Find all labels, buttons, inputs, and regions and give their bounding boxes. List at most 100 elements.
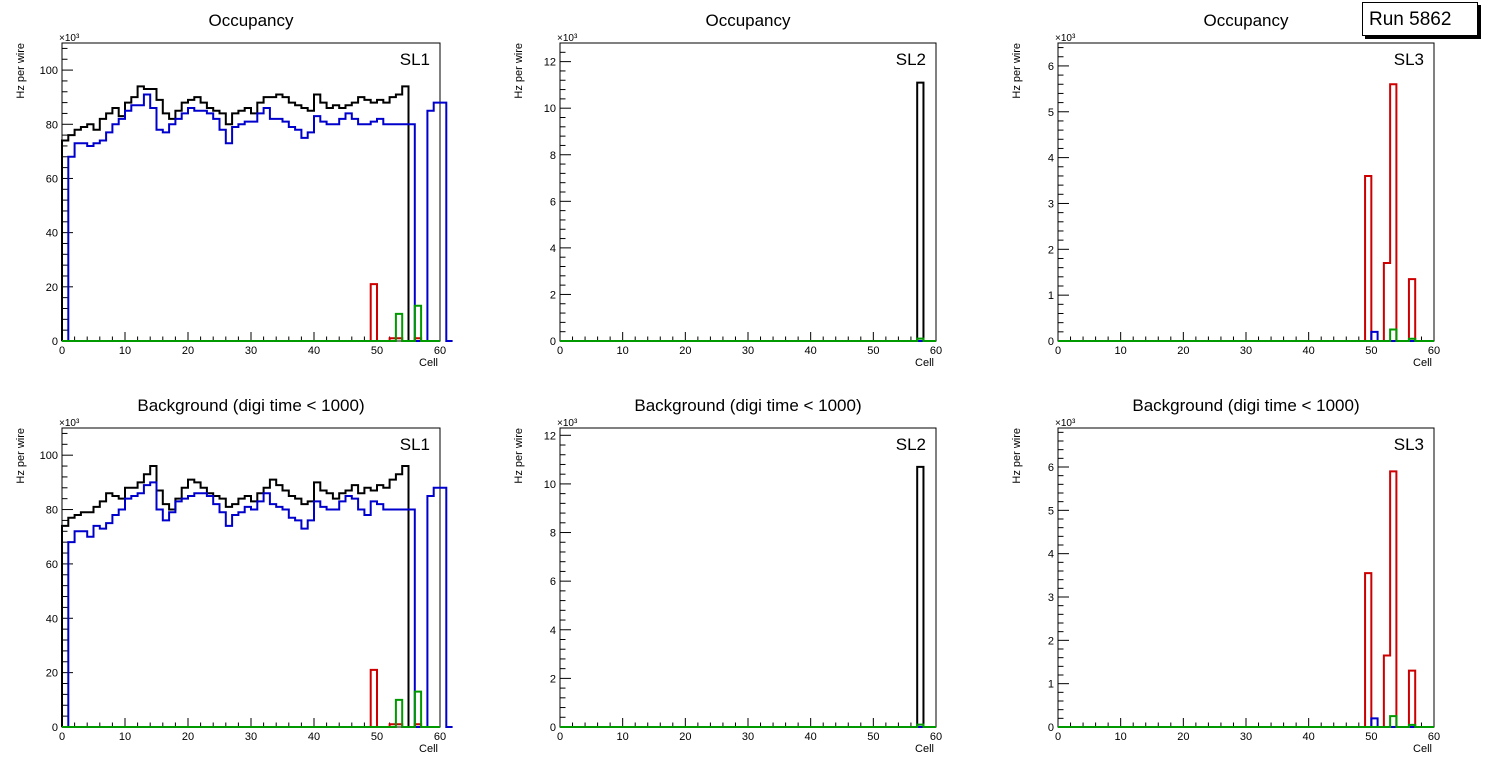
y-tick-label: 6 bbox=[1048, 462, 1054, 474]
histogram-series-layer-green bbox=[560, 337, 936, 342]
y-axis-label: Hz per wire bbox=[513, 428, 525, 484]
x-tick-label: 50 bbox=[1365, 731, 1377, 743]
y-tick-label: 2 bbox=[1048, 635, 1054, 647]
histogram-series-layer-blue bbox=[62, 93, 453, 342]
y-axis-label: Hz per wire bbox=[513, 43, 525, 99]
y-axis-label: Hz per wire bbox=[1011, 428, 1023, 484]
superlayer-label: SL2 bbox=[896, 50, 926, 69]
histogram-panel-5: Background (digi time < 1000)0 10 20 30 40 50… bbox=[513, 396, 942, 755]
y-tick-label: 100 bbox=[40, 450, 58, 462]
histogram-series-layer-red bbox=[1058, 470, 1434, 728]
y-tick-label: 0 bbox=[1048, 336, 1054, 348]
x-tick-label: 30 bbox=[245, 345, 257, 357]
y-tick-label: 2 bbox=[550, 289, 556, 301]
y-tick-label: 5 bbox=[1048, 505, 1054, 517]
histogram-series-layer-red bbox=[1058, 83, 1434, 342]
x-tick-label: 40 bbox=[805, 731, 817, 743]
histogram-panel-6: Background (digi time < 1000)0 10 20 30 40 50… bbox=[1011, 396, 1440, 755]
y-exponent-label: ×10³ bbox=[557, 418, 578, 429]
histogram-series-layer-green bbox=[62, 304, 440, 342]
x-tick-label: 20 bbox=[182, 731, 194, 743]
y-tick-label: 4 bbox=[1048, 549, 1054, 561]
x-tick-label: 30 bbox=[742, 345, 754, 357]
y-tick-label: 40 bbox=[46, 613, 58, 625]
chart-title: Occupancy bbox=[208, 11, 294, 30]
x-tick-label: 30 bbox=[1240, 731, 1252, 743]
x-tick-label: 50 bbox=[867, 345, 879, 357]
superlayer-label: SL1 bbox=[400, 435, 430, 454]
y-tick-label: 12 bbox=[544, 430, 556, 442]
x-tick-label: 30 bbox=[245, 731, 257, 743]
histogram-panel-1: Occupancy 0 10 20 30 40 50 60 0 20 40 60 80 100 ×10³ Ce… bbox=[15, 11, 453, 369]
plot-frame bbox=[1057, 427, 1435, 728]
y-exponent-label: ×10³ bbox=[557, 33, 578, 44]
x-tick-label: 0 bbox=[1055, 731, 1061, 743]
y-tick-label: 20 bbox=[46, 668, 58, 680]
y-tick-label: 5 bbox=[1048, 107, 1054, 119]
histogram-series-total bbox=[61, 465, 410, 727]
x-tick-label: 40 bbox=[1303, 345, 1315, 357]
x-tick-label: 60 bbox=[434, 345, 446, 357]
y-tick-label: 0 bbox=[550, 722, 556, 734]
histogram-series-layer-green bbox=[1058, 715, 1434, 728]
x-tick-label: 50 bbox=[371, 731, 383, 743]
histogram-panel-3: Occupancy 0 10 20 30 40 50 60 0 1 2 3 4 5 6 ×10³ Cell Hz … bbox=[1011, 11, 1440, 369]
plot-frame bbox=[61, 427, 441, 728]
x-tick-label: 20 bbox=[182, 345, 194, 357]
histogram-series-layer-green bbox=[560, 723, 936, 728]
histogram-series-total bbox=[560, 81, 936, 342]
x-tick-label: 20 bbox=[1177, 345, 1189, 357]
histogram-panel-4: Background (digi time < 1000) 0 10 20 30 40 50… bbox=[15, 396, 453, 755]
y-tick-label: 0 bbox=[52, 336, 58, 348]
x-axis-label: Cell bbox=[1413, 743, 1432, 755]
x-tick-label: 0 bbox=[1055, 345, 1061, 357]
x-tick-label: 60 bbox=[930, 731, 942, 743]
y-tick-label: 80 bbox=[46, 505, 58, 517]
y-tick-label: 0 bbox=[1048, 722, 1054, 734]
x-tick-label: 10 bbox=[119, 345, 131, 357]
chart-title: Occupancy bbox=[705, 11, 791, 30]
y-axis-label: Hz per wire bbox=[15, 428, 27, 484]
y-tick-label: 8 bbox=[550, 150, 556, 162]
y-tick-label: 80 bbox=[46, 119, 58, 131]
x-tick-label: 50 bbox=[867, 731, 879, 743]
y-tick-label: 3 bbox=[1048, 592, 1054, 604]
plot-frame bbox=[61, 42, 441, 342]
y-tick-label: 4 bbox=[1048, 153, 1054, 165]
histogram-series-layer-blue bbox=[62, 481, 453, 728]
x-tick-label: 20 bbox=[1177, 731, 1189, 743]
y-tick-label: 60 bbox=[46, 559, 58, 571]
y-tick-label: 2 bbox=[550, 673, 556, 685]
x-axis-label: Cell bbox=[419, 357, 438, 369]
x-axis-label: Cell bbox=[1413, 357, 1432, 369]
histogram-series-layer-green bbox=[62, 690, 440, 728]
histogram-series-total bbox=[560, 465, 936, 728]
y-tick-label: 20 bbox=[46, 282, 58, 294]
histogram-series-total bbox=[61, 85, 410, 341]
chart-title: Background (digi time < 1000) bbox=[1132, 396, 1359, 415]
x-tick-label: 20 bbox=[679, 345, 691, 357]
y-tick-label: 12 bbox=[544, 57, 556, 69]
superlayer-label: SL2 bbox=[896, 435, 926, 454]
histogram-series-layer-green bbox=[1058, 328, 1434, 342]
superlayer-label: SL3 bbox=[1394, 435, 1424, 454]
y-exponent-label: ×10³ bbox=[59, 418, 80, 429]
y-tick-label: 0 bbox=[52, 722, 58, 734]
superlayer-label: SL3 bbox=[1394, 50, 1424, 69]
x-tick-label: 50 bbox=[1365, 345, 1377, 357]
y-tick-label: 1 bbox=[1048, 679, 1054, 691]
y-exponent-label: ×10³ bbox=[1055, 418, 1076, 429]
x-tick-label: 10 bbox=[1115, 731, 1127, 743]
y-tick-label: 4 bbox=[550, 625, 556, 637]
y-tick-label: 40 bbox=[46, 228, 58, 240]
y-tick-label: 3 bbox=[1048, 198, 1054, 210]
x-tick-label: 50 bbox=[371, 345, 383, 357]
x-tick-label: 60 bbox=[1428, 731, 1440, 743]
y-tick-label: 100 bbox=[40, 65, 58, 77]
y-exponent-label: ×10³ bbox=[59, 33, 80, 44]
x-tick-label: 0 bbox=[557, 345, 563, 357]
chart-title: Background (digi time < 1000) bbox=[137, 396, 364, 415]
y-tick-label: 8 bbox=[550, 528, 556, 540]
y-tick-label: 0 bbox=[550, 336, 556, 348]
